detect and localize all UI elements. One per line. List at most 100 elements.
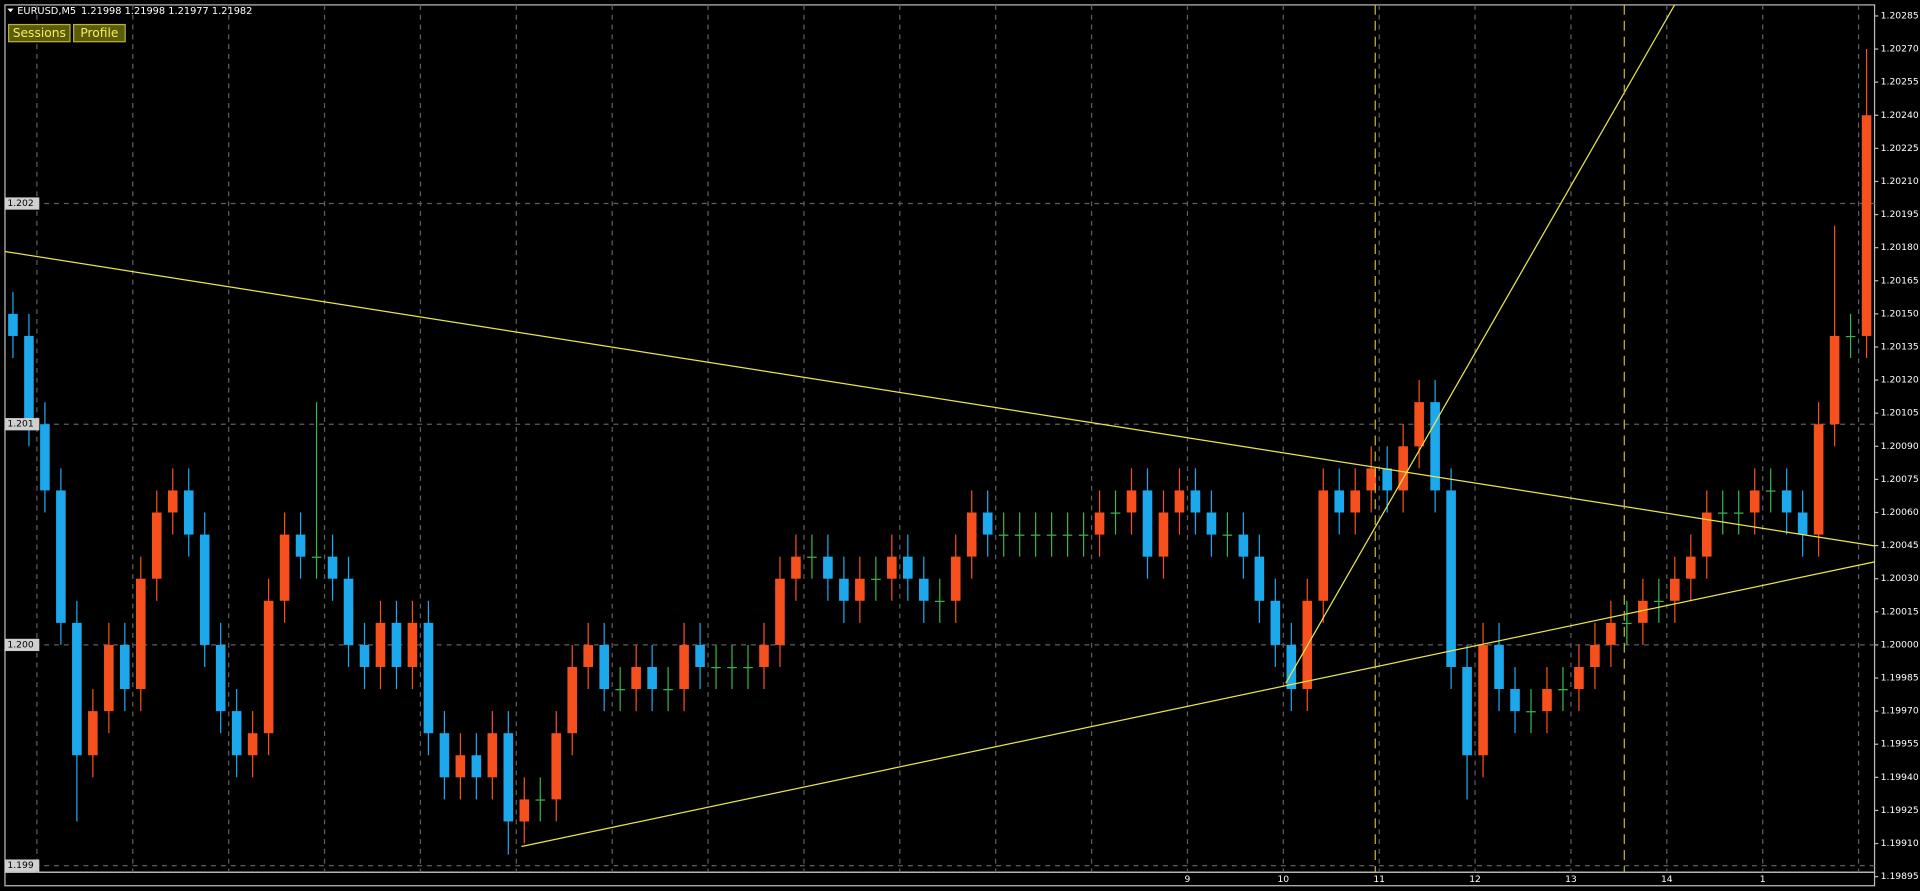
x-tick-label: 9 [1185, 874, 1191, 885]
button-label[interactable]: Sessions [13, 26, 66, 40]
candle-body [839, 578, 849, 601]
y-tick-label: 1.20000 [1881, 639, 1919, 650]
candle-body [1654, 600, 1664, 603]
y-tick-label: 1.201 [7, 419, 33, 430]
time-axis-frame [4, 871, 1876, 887]
y-tick-label: 1.20135 [1881, 341, 1919, 352]
x-tick-label: 14 [1661, 874, 1673, 885]
y-tick-label: 1.202 [7, 198, 33, 209]
candle-body [167, 490, 178, 513]
candle-body [1861, 115, 1872, 336]
candle-body [1574, 666, 1584, 690]
candle-body [1590, 644, 1600, 667]
trendline [521, 561, 1875, 848]
candle-body [1174, 490, 1185, 513]
candle-body [599, 644, 609, 690]
candle-body [695, 644, 705, 667]
candle-body [1078, 534, 1089, 536]
candle-body [791, 556, 801, 579]
candle-body [679, 644, 689, 690]
candle-body [327, 556, 338, 579]
y-tick-label: 1.20105 [1881, 408, 1919, 419]
y-tick-label: 1.20165 [1881, 275, 1919, 286]
candle-body [1366, 468, 1376, 491]
y-tick-label: 1.19910 [1881, 838, 1919, 849]
quote: 1.21998 1.21998 1.21977 1.21982 [81, 6, 252, 17]
candle-body [1446, 490, 1456, 667]
candle-body [40, 424, 50, 491]
candle-body [743, 666, 753, 669]
candle-body [551, 733, 562, 800]
candle-body [1701, 512, 1712, 557]
y-tick-label: 1.19895 [1881, 871, 1919, 882]
candle-body [1398, 446, 1408, 491]
candle-body [887, 556, 897, 579]
trendline [4, 250, 1875, 547]
candle-body [950, 556, 961, 601]
y-label-box [4, 859, 40, 872]
x-tick-label: 12 [1469, 874, 1481, 885]
candle-body [1190, 490, 1201, 513]
candle-body [183, 490, 194, 535]
y-tick-label: 1.20030 [1881, 573, 1919, 584]
candle-body [104, 644, 114, 712]
candle-body [982, 512, 993, 535]
y-tick-label: 1.20075 [1881, 474, 1919, 485]
y-tick-label: 1.19925 [1881, 805, 1919, 816]
y-tick-label: 1.20195 [1881, 209, 1919, 220]
y-tick-label: 1.20045 [1881, 540, 1919, 551]
y-label-box [4, 418, 40, 431]
symbol: EURUSD,M5 [17, 6, 76, 17]
candle-body [934, 600, 945, 603]
candle-body [823, 556, 833, 579]
candle-body [1110, 512, 1121, 514]
candle-body [775, 578, 785, 645]
button-box[interactable] [8, 23, 71, 43]
candle-body [1462, 666, 1472, 756]
candle-body [1382, 468, 1392, 491]
candle-body [1094, 512, 1105, 535]
candle-body [439, 733, 450, 778]
candle-body [1845, 335, 1856, 338]
candle-body [663, 689, 673, 691]
candle-body [1350, 490, 1361, 513]
candle-body [647, 666, 657, 690]
candle-body [56, 490, 66, 623]
trendlines [4, 4, 1875, 873]
button-label[interactable]: Profile [80, 26, 118, 40]
candle-body [1046, 534, 1057, 536]
y-tick-label: 1.20225 [1881, 143, 1919, 154]
trendline [1285, 4, 1676, 684]
sessions-button[interactable]: Sessions [8, 23, 71, 43]
candle-body [1014, 534, 1025, 536]
y-label-box [4, 638, 40, 652]
candle-body [1030, 534, 1041, 536]
button-box[interactable] [73, 23, 126, 43]
candle-body [199, 534, 210, 645]
candle-body [1222, 534, 1233, 536]
candle-body [503, 733, 514, 822]
y-tick-label: 1.20240 [1881, 110, 1919, 121]
candle-body [871, 578, 881, 580]
candle-body [24, 335, 34, 425]
candle-body [727, 666, 737, 669]
y-tick-label: 1.20180 [1881, 242, 1919, 253]
candle-body [1142, 490, 1153, 557]
candle-body [263, 600, 274, 734]
y-tick-label: 1.20060 [1881, 507, 1919, 518]
candle-body [1286, 644, 1297, 690]
y-tick-label: 1.20285 [1881, 10, 1919, 21]
candle-body [1717, 512, 1728, 514]
y-tick-label: 1.20090 [1881, 441, 1919, 452]
menu-arrow[interactable] [7, 8, 14, 13]
candle-body [855, 578, 865, 601]
candle-body [903, 556, 913, 579]
candle-body [1733, 512, 1744, 514]
candle-body [615, 689, 625, 691]
profile-button[interactable]: Profile [73, 23, 126, 43]
candle-body [1430, 402, 1440, 491]
x-tick-label: 1 [1760, 874, 1766, 885]
candle-body [375, 622, 386, 667]
candle-body [1622, 622, 1632, 625]
